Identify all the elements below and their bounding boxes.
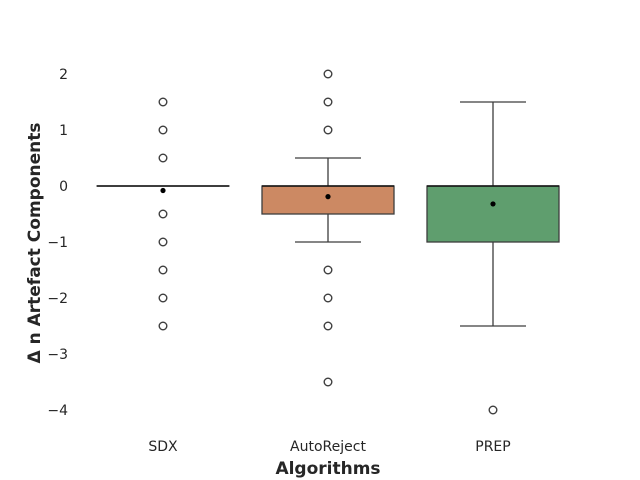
- outlier-point: [158, 153, 168, 163]
- outlier-point: [323, 321, 333, 331]
- y-tick-label: 2: [59, 67, 68, 83]
- outlier-point: [323, 69, 333, 79]
- boxes-layer: [96, 69, 560, 415]
- y-tick-label: −2: [47, 291, 68, 307]
- mean-marker: [160, 187, 166, 194]
- x-tick-label: PREP: [475, 439, 510, 455]
- outlier-point: [323, 265, 333, 275]
- y-axis-ticks: 2 1 0 −1 −2 −3 −4: [47, 67, 68, 419]
- outlier-point: [323, 97, 333, 107]
- box-body: [426, 185, 560, 243]
- mean-marker: [490, 201, 496, 207]
- y-axis-label: Δ n Artefact Components: [25, 123, 45, 364]
- box-group-sdx: [96, 97, 230, 331]
- outlier-point: [323, 125, 333, 135]
- box-body: [261, 185, 395, 215]
- outlier-point: [158, 293, 168, 303]
- outlier-point: [323, 293, 333, 303]
- x-axis-label: Algorithms: [275, 459, 380, 479]
- outlier-point: [488, 405, 498, 415]
- box-group-prep: [426, 101, 560, 415]
- outlier-point: [158, 265, 168, 275]
- box-group-autoreject: [261, 69, 395, 387]
- outlier-point: [158, 237, 168, 247]
- x-axis-ticks: SDX AutoReject PREP: [148, 439, 510, 455]
- y-tick-label: −4: [47, 403, 68, 419]
- outlier-point: [158, 321, 168, 331]
- outlier-point: [158, 125, 168, 135]
- y-tick-label: −3: [47, 347, 68, 363]
- x-tick-label: SDX: [148, 439, 178, 455]
- outlier-point: [323, 377, 333, 387]
- y-tick-label: 1: [59, 123, 68, 139]
- y-tick-label: 0: [59, 179, 68, 195]
- outlier-point: [158, 209, 168, 219]
- mean-marker: [325, 194, 331, 200]
- y-tick-label: −1: [47, 235, 68, 251]
- outlier-point: [158, 97, 168, 107]
- x-tick-label: AutoReject: [290, 439, 366, 455]
